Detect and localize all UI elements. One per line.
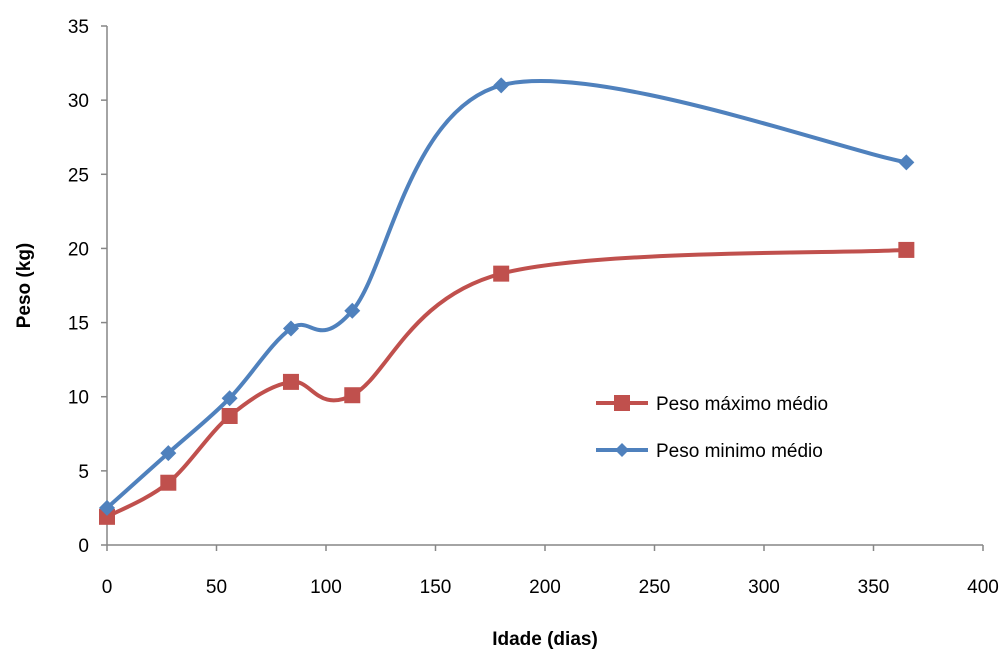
legend-label: Peso máximo médio bbox=[656, 394, 828, 415]
x-tick-label: 200 bbox=[529, 577, 561, 598]
x-axis-title: Idade (dias) bbox=[492, 629, 598, 650]
data-point bbox=[344, 387, 361, 404]
y-tick-label: 20 bbox=[68, 239, 89, 260]
series-1 bbox=[99, 77, 915, 516]
data-point bbox=[221, 407, 238, 424]
y-tick-label: 25 bbox=[68, 165, 89, 186]
y-tick-label: 30 bbox=[68, 91, 89, 112]
data-point bbox=[160, 474, 177, 491]
y-tick-label: 10 bbox=[68, 388, 89, 409]
y-axis-ticks: 0 5 10 15 20 25 30 35 bbox=[68, 17, 107, 557]
axes bbox=[106, 26, 983, 546]
x-tick-label: 100 bbox=[310, 577, 342, 598]
x-tick-label: 150 bbox=[420, 577, 452, 598]
data-point bbox=[898, 241, 915, 258]
series-layer bbox=[99, 77, 915, 525]
data-point bbox=[282, 373, 299, 390]
y-tick-label: 5 bbox=[78, 462, 89, 483]
legend-label: Peso minimo médio bbox=[656, 441, 823, 462]
y-tick-label: 15 bbox=[68, 314, 89, 335]
legend-item: Peso minimo médio bbox=[596, 441, 823, 462]
data-point bbox=[99, 499, 115, 516]
x-tick-label: 250 bbox=[639, 577, 671, 598]
x-tick-label: 350 bbox=[858, 577, 890, 598]
data-point bbox=[898, 154, 915, 171]
y-tick-label: 0 bbox=[78, 536, 89, 557]
legend-item: Peso máximo médio bbox=[596, 394, 828, 415]
x-tick-label: 0 bbox=[102, 577, 113, 598]
data-point bbox=[221, 390, 238, 407]
data-point bbox=[344, 302, 361, 319]
data-point bbox=[493, 77, 510, 94]
x-tick-label: 300 bbox=[748, 577, 780, 598]
x-tick-label: 50 bbox=[206, 577, 227, 598]
data-point bbox=[99, 508, 115, 525]
series-0 bbox=[99, 241, 915, 525]
y-axis-title: Peso (kg) bbox=[14, 243, 35, 329]
data-point bbox=[282, 320, 299, 337]
legend-marker bbox=[614, 395, 630, 411]
series-line bbox=[105, 79, 909, 510]
x-tick-label: 400 bbox=[967, 577, 999, 598]
legend-marker bbox=[615, 443, 629, 457]
data-point bbox=[493, 265, 510, 282]
series-line bbox=[105, 247, 909, 519]
y-tick-label: 35 bbox=[68, 17, 89, 38]
legend: Peso máximo médio Peso minimo médio bbox=[596, 394, 828, 462]
data-point bbox=[160, 445, 177, 462]
x-axis-ticks: 0 50 100 150 200 250 300 350 400 bbox=[102, 545, 999, 598]
